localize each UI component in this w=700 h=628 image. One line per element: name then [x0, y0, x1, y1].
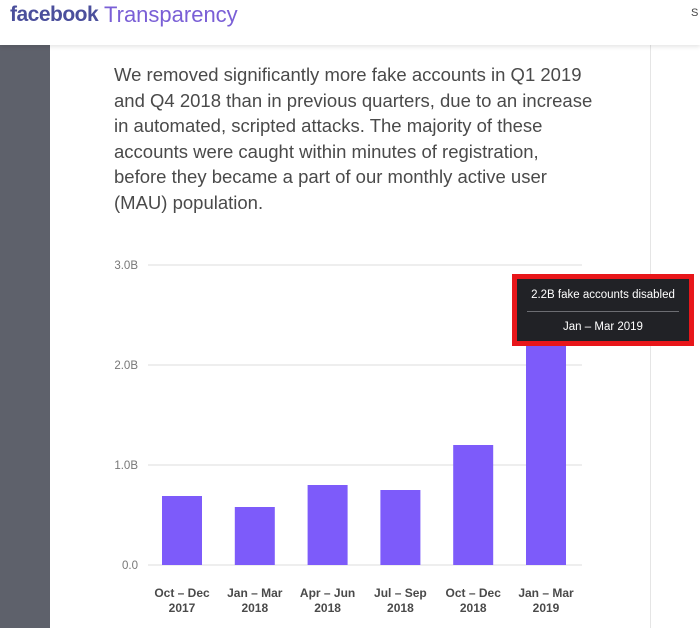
description-paragraph: We removed significantly more fake accou…: [114, 64, 593, 213]
x-tick-label: 2018: [314, 601, 341, 615]
x-tick-label: Oct – Dec: [154, 586, 210, 600]
y-tick-label: 2.0B: [114, 360, 138, 372]
x-tick-label: 2018: [241, 601, 268, 615]
bar[interactable]: [234, 507, 275, 565]
tooltip-value: 2.2B fake accounts disabled: [531, 289, 675, 301]
bar[interactable]: [162, 496, 202, 565]
x-tick-label: Jul – Sep: [374, 586, 427, 600]
bar[interactable]: [453, 445, 494, 565]
bar-tooltip: 2.2B fake accounts disabled Jan – Mar 20…: [517, 279, 689, 341]
y-tick-label: 0.0: [122, 560, 138, 572]
top-bar: facebook Transparency S: [0, 0, 700, 45]
x-tick-label: 2018: [460, 601, 487, 615]
bar-tooltip-highlight: 2.2B fake accounts disabled Jan – Mar 20…: [512, 274, 694, 346]
x-tick-label: Apr – Jun: [300, 586, 355, 600]
facebook-logo[interactable]: facebook: [10, 3, 99, 26]
transparency-logo-text[interactable]: Transparency: [104, 2, 238, 27]
x-tick-label: 2019: [533, 601, 560, 615]
x-tick-label: Oct – Dec: [446, 586, 502, 600]
left-sidebar: [0, 45, 50, 628]
nav-item-truncated[interactable]: S: [691, 7, 699, 19]
bar[interactable]: [526, 345, 566, 565]
tooltip-period: Jan – Mar 2019: [563, 321, 643, 333]
bar[interactable]: [380, 490, 421, 565]
x-tick-label: 2017: [169, 601, 196, 615]
x-tick-label: 2018: [387, 601, 414, 615]
tooltip-divider: [527, 311, 679, 312]
x-tick-label: Jan – Mar: [227, 586, 283, 600]
bar[interactable]: [307, 485, 348, 565]
y-tick-label: 1.0B: [114, 460, 138, 472]
x-tick-label: Jan – Mar: [518, 586, 574, 600]
y-tick-label: 3.0B: [114, 260, 138, 272]
